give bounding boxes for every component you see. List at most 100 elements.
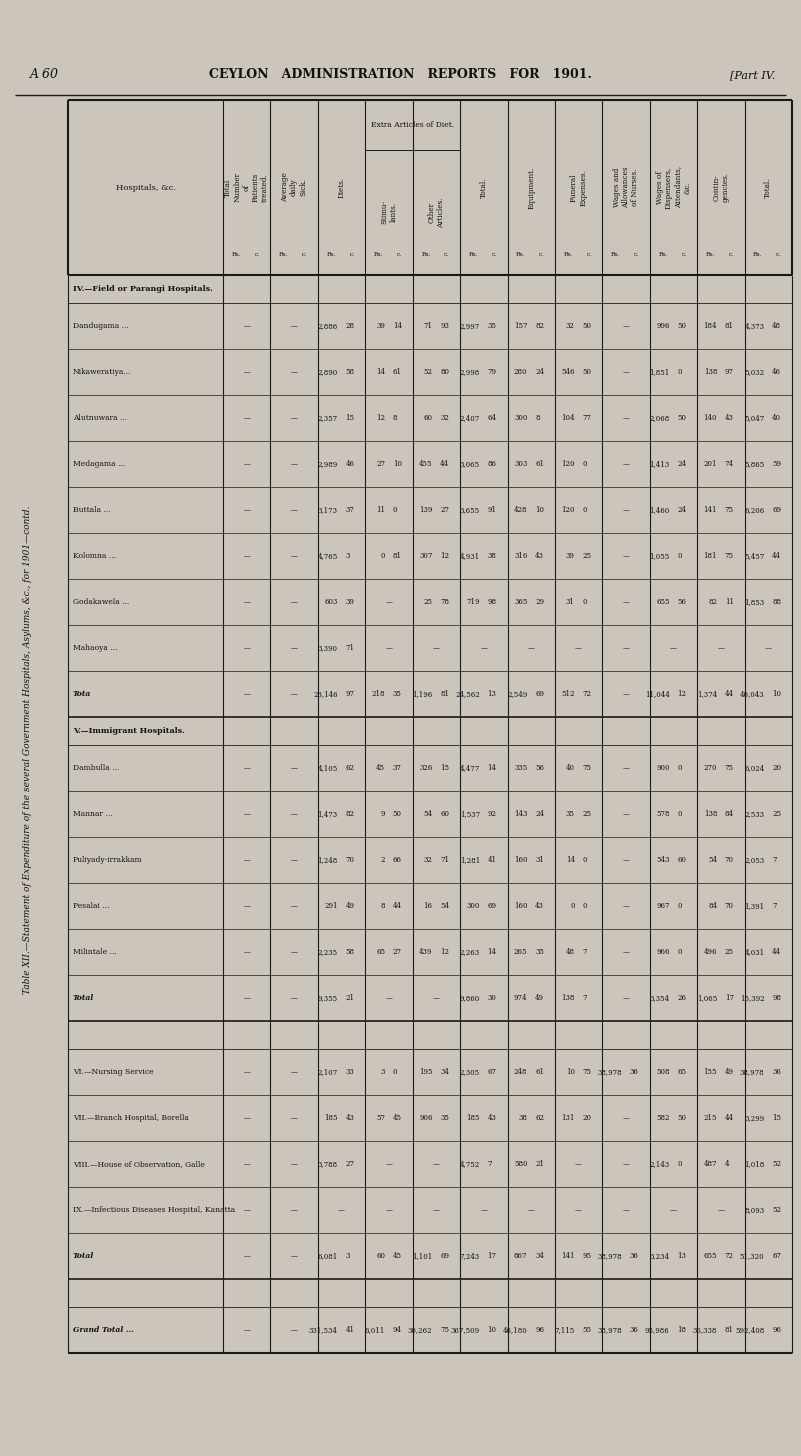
Text: 69: 69	[772, 507, 781, 514]
Text: 3: 3	[345, 1252, 350, 1259]
Text: 50: 50	[582, 368, 591, 376]
Text: 43: 43	[535, 552, 544, 561]
Text: 0: 0	[570, 903, 575, 910]
Text: 2,549: 2,549	[507, 690, 527, 697]
Text: c.: c.	[302, 252, 307, 258]
Text: 248: 248	[514, 1069, 527, 1076]
Text: 2,107: 2,107	[317, 1069, 338, 1076]
Text: 52: 52	[772, 1206, 781, 1214]
Text: —: —	[244, 552, 250, 561]
Text: 331,534: 331,534	[309, 1326, 338, 1334]
Text: —: —	[481, 644, 487, 652]
Text: c.: c.	[396, 252, 402, 258]
Text: —: —	[622, 948, 630, 957]
Text: A 60: A 60	[30, 68, 59, 82]
Text: 120: 120	[562, 507, 575, 514]
Text: 215: 215	[703, 1114, 717, 1123]
Text: 15: 15	[345, 414, 354, 422]
Text: c.: c.	[634, 252, 639, 258]
Text: Rs.: Rs.	[469, 252, 478, 258]
Text: Mannar ...: Mannar ...	[73, 810, 112, 818]
Text: 92: 92	[488, 810, 497, 818]
Text: 10: 10	[488, 1326, 497, 1334]
Text: 280: 280	[514, 368, 527, 376]
Text: 10: 10	[392, 460, 402, 467]
Text: 11: 11	[376, 507, 385, 514]
Text: 974: 974	[514, 994, 527, 1002]
Text: —: —	[622, 322, 630, 331]
Text: Extra Articles of Diet.: Extra Articles of Diet.	[371, 121, 454, 130]
Text: Contin-
gencies.: Contin- gencies.	[712, 172, 730, 202]
Text: Diets.: Diets.	[337, 178, 345, 198]
Text: —: —	[622, 1114, 630, 1123]
Text: 69: 69	[441, 1252, 449, 1259]
Text: 2,143: 2,143	[650, 1160, 670, 1168]
Text: 29: 29	[535, 598, 544, 606]
Text: 300: 300	[514, 414, 527, 422]
Text: 46,180: 46,180	[503, 1326, 527, 1334]
Text: —: —	[670, 1206, 677, 1214]
Text: 64: 64	[488, 414, 497, 422]
Text: 0: 0	[392, 507, 397, 514]
Text: 38,978: 38,978	[598, 1252, 622, 1259]
Text: 54: 54	[441, 903, 449, 910]
Text: Rs.: Rs.	[753, 252, 763, 258]
Text: 93: 93	[441, 322, 449, 331]
Text: 546: 546	[562, 368, 575, 376]
Text: Total: Total	[73, 1252, 95, 1259]
Text: 50: 50	[392, 810, 402, 818]
Text: 40,043: 40,043	[740, 690, 764, 697]
Text: 44: 44	[772, 552, 781, 561]
Text: 52: 52	[424, 368, 433, 376]
Text: c.: c.	[682, 252, 686, 258]
Text: 32: 32	[424, 856, 433, 863]
Text: 12: 12	[441, 552, 449, 561]
Text: 81: 81	[441, 690, 449, 697]
Text: Rs.: Rs.	[279, 252, 288, 258]
Text: 18: 18	[678, 1326, 686, 1334]
Text: 2,886: 2,886	[317, 322, 338, 331]
Text: 4,752: 4,752	[460, 1160, 480, 1168]
Text: 326: 326	[419, 764, 433, 772]
Text: 7: 7	[772, 903, 777, 910]
Text: —: —	[244, 690, 250, 697]
Text: 65: 65	[376, 948, 385, 957]
Text: 0: 0	[582, 856, 587, 863]
Text: 157: 157	[514, 322, 527, 331]
Text: Wages and
Allowances
of Nurses.: Wages and Allowances of Nurses.	[613, 167, 639, 208]
Text: 15,392: 15,392	[740, 994, 764, 1002]
Text: 367,509: 367,509	[451, 1326, 480, 1334]
Text: 81: 81	[392, 552, 402, 561]
Text: Mahaoya ...: Mahaoya ...	[73, 644, 118, 652]
Text: —: —	[291, 1206, 298, 1214]
Text: 38,978: 38,978	[598, 1069, 622, 1076]
Text: Stimu-
lants.: Stimu- lants.	[380, 201, 397, 224]
Text: 265: 265	[514, 948, 527, 957]
Text: 0: 0	[380, 552, 385, 561]
Text: 27: 27	[376, 460, 385, 467]
Text: 36: 36	[772, 1069, 781, 1076]
Text: 98: 98	[772, 994, 781, 1002]
Text: Rs.: Rs.	[516, 252, 525, 258]
Text: 1,391: 1,391	[744, 903, 764, 910]
Text: 10: 10	[772, 690, 781, 697]
Text: 39: 39	[566, 552, 575, 561]
Text: 140: 140	[703, 414, 717, 422]
Text: 62: 62	[345, 764, 354, 772]
Text: CEYLON   ADMINISTRATION   REPORTS   FOR   1901.: CEYLON ADMINISTRATION REPORTS FOR 1901.	[209, 68, 592, 82]
Text: —: —	[244, 1069, 250, 1076]
Text: 96: 96	[535, 1326, 544, 1334]
Text: —: —	[244, 903, 250, 910]
Text: 14: 14	[488, 948, 497, 957]
Text: 57: 57	[376, 1114, 385, 1123]
Text: —: —	[244, 598, 250, 606]
Text: 38,978: 38,978	[598, 1326, 622, 1334]
Text: 6,081: 6,081	[317, 1252, 338, 1259]
Text: —: —	[622, 644, 630, 652]
Text: 27: 27	[441, 507, 449, 514]
Text: —: —	[244, 1206, 250, 1214]
Text: 1,374: 1,374	[697, 690, 717, 697]
Text: —: —	[622, 903, 630, 910]
Text: 25: 25	[582, 810, 591, 818]
Text: 6,011: 6,011	[365, 1326, 385, 1334]
